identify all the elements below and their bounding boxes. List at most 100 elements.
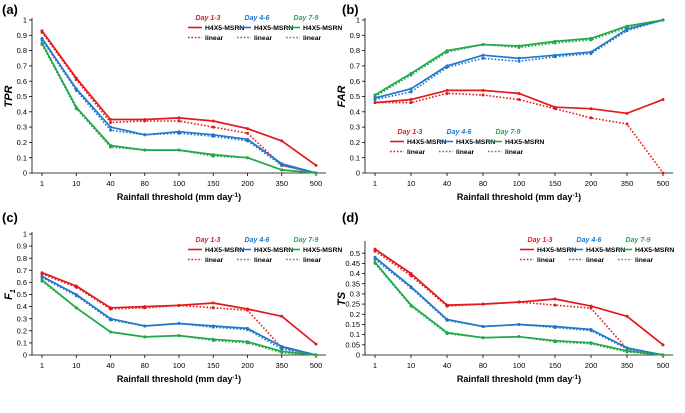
x-tick-label: 200 — [241, 361, 254, 370]
data-point — [280, 347, 284, 351]
data-point — [314, 342, 318, 346]
data-point — [74, 293, 78, 296]
data-point — [211, 153, 215, 157]
data-point — [211, 301, 215, 305]
data-point — [177, 148, 181, 152]
x-tick-label: 80 — [479, 179, 487, 188]
series-line — [374, 19, 664, 101]
x-tick-label: 150 — [549, 361, 562, 370]
data-point — [177, 322, 181, 326]
legend-entry-label: linear — [303, 257, 321, 264]
data-point — [109, 317, 112, 321]
panel-label: (c) — [2, 210, 18, 225]
data-point — [481, 56, 485, 60]
data-point — [409, 272, 413, 276]
x-tick-label: 200 — [585, 361, 598, 370]
data-point — [40, 36, 44, 40]
y-tick-label: 0.4 — [17, 302, 27, 311]
data-point — [481, 53, 485, 57]
y-tick-label: 0.6 — [350, 77, 360, 86]
y-tick-label: 0.7 — [17, 62, 27, 71]
y-tick-label: 0.5 — [350, 249, 360, 258]
x-tick-label: 500 — [657, 361, 670, 370]
y-tick-label: 0.1 — [17, 339, 27, 348]
data-point — [74, 87, 78, 91]
data-point — [553, 303, 557, 307]
data-point — [177, 119, 181, 123]
panel-label: (b) — [342, 2, 359, 17]
data-point — [553, 53, 557, 57]
data-point — [409, 72, 413, 76]
data-point — [625, 24, 629, 28]
y-tick-label: 0.05 — [345, 340, 360, 349]
series-line — [41, 44, 317, 174]
data-point — [661, 98, 665, 102]
data-point — [143, 117, 147, 121]
x-tick-label: 40 — [443, 361, 451, 370]
data-point — [246, 131, 249, 135]
data-point — [280, 349, 284, 353]
legend-entry-label: linear — [254, 257, 272, 264]
data-point — [589, 50, 593, 54]
data-point — [553, 339, 557, 343]
y-tick-label: 0.2 — [350, 310, 360, 319]
data-point — [177, 116, 181, 120]
data-point — [211, 133, 215, 137]
x-tick-label: 100 — [513, 179, 526, 188]
y-tick-label: 0.3 — [350, 123, 360, 132]
series-line — [41, 271, 317, 345]
data-point — [517, 98, 521, 102]
data-point — [373, 255, 377, 259]
legend-entry-label: H4X5-MSRN — [303, 247, 342, 254]
y-tick-label: 0.5 — [350, 92, 360, 101]
data-point — [40, 41, 44, 45]
data-point — [246, 326, 249, 330]
x-tick-label: 350 — [275, 361, 288, 370]
y-tick-label: 1 — [23, 230, 27, 239]
legend-group-title: Day 4-6 — [577, 237, 602, 244]
data-point — [143, 324, 147, 328]
legend-group-title: Day 7-9 — [626, 237, 651, 244]
x-tick-label: 100 — [173, 361, 186, 370]
data-point — [143, 305, 147, 309]
y-tick-label: 1 — [356, 16, 360, 25]
data-point — [211, 119, 215, 123]
data-point — [211, 306, 215, 310]
x-tick-label: 100 — [173, 179, 186, 188]
data-point — [280, 168, 284, 172]
series-line — [374, 250, 664, 356]
legend-entry-label: linear — [407, 149, 425, 156]
data-point — [625, 122, 629, 126]
y-tick-label: 0.6 — [17, 77, 27, 86]
y-tick-label: 0.35 — [345, 279, 360, 288]
data-point — [517, 44, 521, 48]
y-axis-label: FAR — [336, 85, 348, 107]
x-tick-label: 500 — [657, 179, 670, 188]
y-tick-label: 0.8 — [17, 46, 27, 55]
data-point — [409, 87, 413, 91]
x-tick-label: 150 — [207, 179, 220, 188]
data-point — [373, 260, 377, 264]
series-line — [375, 92, 664, 174]
y-tick-label: 0.1 — [350, 330, 360, 339]
data-point — [409, 98, 413, 102]
data-point — [589, 304, 593, 308]
y-tick-label: 0.8 — [350, 46, 360, 55]
legend-group-title: Day 4-6 — [245, 237, 270, 244]
data-point — [625, 346, 629, 350]
data-point — [246, 137, 249, 141]
x-axis-label: Rainfall threshold (mm day-1) — [117, 192, 241, 202]
legend-entry-label: linear — [586, 257, 604, 264]
series-line — [41, 30, 317, 166]
data-point — [589, 116, 593, 120]
data-point — [246, 307, 249, 311]
data-point — [74, 306, 78, 310]
data-point — [445, 303, 449, 307]
data-point — [409, 303, 413, 307]
data-point — [553, 297, 557, 301]
x-tick-label: 350 — [275, 179, 288, 188]
legend-entry-label: linear — [635, 257, 653, 264]
legend-entry-label: linear — [456, 149, 474, 156]
x-tick-label: 200 — [241, 179, 254, 188]
x-tick-label: 350 — [621, 361, 634, 370]
